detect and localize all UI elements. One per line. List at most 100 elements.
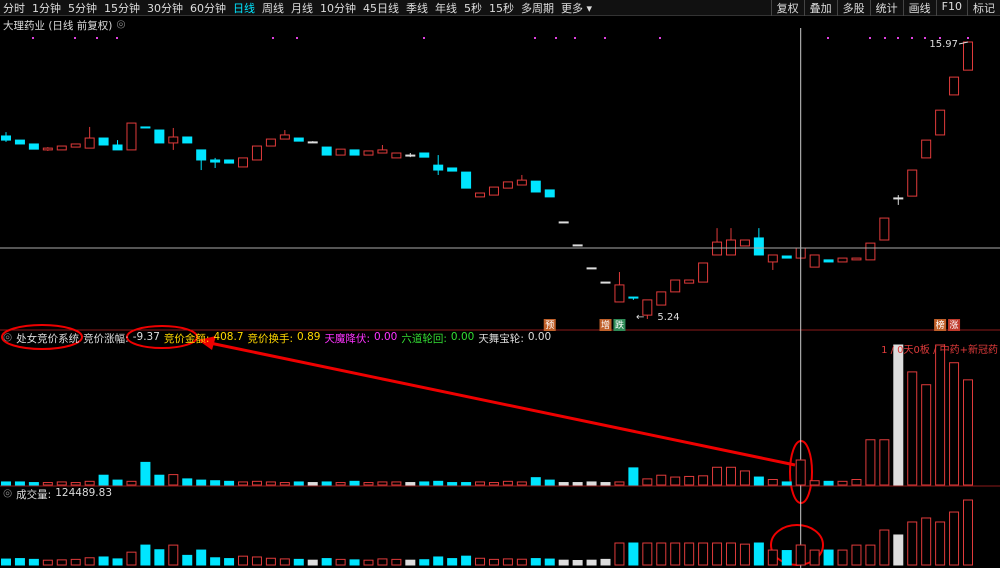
indicator-bar — [293, 481, 304, 486]
volume-bar — [461, 555, 472, 566]
indicator-bar — [28, 482, 39, 486]
period-tab[interactable]: 季线 — [406, 1, 428, 15]
tool-button[interactable]: 标记 — [967, 0, 1000, 16]
period-tab[interactable]: 更多 ▾ — [561, 1, 593, 15]
signal-box — [948, 319, 961, 331]
candle-body — [363, 150, 374, 156]
period-tab[interactable]: 15分钟 — [104, 1, 140, 15]
signal-box — [613, 319, 626, 331]
volume-bar — [865, 544, 876, 566]
readout-value: 408.7 — [213, 331, 244, 343]
period-tab[interactable]: 月线 — [291, 1, 313, 15]
volume-bar — [419, 559, 430, 566]
indicator-bar — [684, 475, 695, 486]
candle-body — [712, 241, 723, 256]
tool-button[interactable]: 复权 — [770, 0, 804, 16]
candle-body — [377, 149, 388, 154]
tool-button[interactable]: 多股 — [836, 0, 870, 16]
period-tab[interactable]: 周线 — [262, 1, 284, 15]
candle-body — [447, 167, 458, 172]
indicator-bar — [963, 379, 973, 486]
candle-body — [963, 41, 973, 71]
tool-buttons: 复权 叠加 多股 统计 画线 F10 标记 — [770, 0, 1000, 16]
indicator-bar — [224, 480, 235, 486]
signal-dot — [74, 37, 76, 39]
volume-bar — [224, 558, 235, 566]
signal-dot — [32, 37, 34, 39]
candle-body — [851, 257, 862, 261]
volume-bar — [656, 542, 667, 566]
candle-body — [196, 149, 207, 161]
period-tab[interactable]: 30分钟 — [147, 1, 183, 15]
indicator-bar — [516, 481, 527, 486]
candle-body — [544, 189, 555, 198]
volume-title: 成交量 — [16, 487, 51, 502]
candle-body — [238, 157, 249, 168]
period-tab[interactable]: 年线 — [435, 1, 457, 15]
volume-bar — [739, 543, 750, 566]
indicator-bar — [98, 474, 109, 486]
indicator-bar — [558, 482, 569, 486]
highlight-ellipse — [1, 324, 83, 350]
volume-bar — [98, 556, 109, 566]
volume-bar — [921, 517, 932, 566]
volume-bar — [475, 557, 486, 566]
indicator-bar — [377, 481, 388, 486]
toolbar: 分时 1分钟 5分钟 15分钟 30分钟 60分钟 日线 周线 月线 10分钟 45日线 季线 年线 5秒… — [0, 0, 1000, 16]
period-tab[interactable]: 分时 — [3, 1, 25, 15]
candle-body — [767, 254, 778, 263]
signal-label: 预 — [545, 320, 554, 331]
tool-button[interactable]: 画线 — [902, 0, 936, 16]
period-tab[interactable]: 10分钟 — [320, 1, 356, 15]
candle-body — [293, 137, 304, 142]
price-header: 大理药业 (日线 前复权) ◎ — [3, 18, 126, 33]
candle-body — [419, 152, 430, 158]
volume-bar — [684, 542, 695, 566]
indicator-bar — [461, 482, 472, 486]
period-tab[interactable]: 日线 — [233, 1, 255, 15]
volume-bar — [321, 558, 332, 566]
volume-bar — [405, 559, 416, 566]
tool-button[interactable]: 叠加 — [803, 0, 837, 16]
volume-bar — [586, 559, 597, 566]
volume-bar — [307, 559, 318, 566]
volume-bar — [795, 544, 806, 566]
signal-box — [543, 319, 556, 331]
tool-button[interactable]: F10 — [935, 0, 967, 16]
indicator-bar — [182, 478, 193, 486]
signal-dot — [272, 37, 274, 39]
indicator-title: 处女竞价系统 — [16, 333, 80, 345]
candle-body — [475, 192, 486, 198]
indicator-bar — [112, 479, 123, 486]
indicator-bar — [712, 466, 723, 486]
period-tab[interactable]: 15秒 — [489, 1, 514, 15]
volume-bar — [767, 549, 778, 566]
period-tab[interactable]: 1分钟 — [32, 1, 61, 15]
indicator-bar — [586, 481, 597, 486]
indicator-bar — [168, 474, 179, 486]
indicator-bar — [949, 362, 960, 486]
readout-name: 六道轮回 — [401, 331, 447, 346]
arrow-icon: ← — [636, 312, 644, 323]
period-tab[interactable]: 45日线 — [363, 1, 399, 15]
signal-dot — [897, 37, 899, 39]
tool-button[interactable]: 统计 — [869, 0, 903, 16]
period-tab[interactable]: 60分钟 — [190, 1, 226, 15]
high-label: 15.97 — [929, 39, 958, 50]
volume-bar — [363, 559, 374, 566]
indicator-bar — [265, 481, 276, 486]
candle-body — [405, 154, 416, 157]
volume-bar — [879, 529, 890, 566]
volume-bar — [210, 557, 221, 566]
period-tab[interactable]: 5分钟 — [68, 1, 97, 15]
period-tab[interactable]: 多周期 — [521, 1, 554, 15]
period-tab[interactable]: 5秒 — [464, 1, 482, 15]
indicator-bar — [84, 480, 95, 486]
candle-body — [265, 138, 276, 147]
indicator-bar — [405, 482, 416, 486]
readout-value: 0.00 — [527, 331, 552, 343]
volume-bar — [851, 544, 862, 566]
volume-bar — [823, 549, 834, 566]
signal-label: 涨 — [950, 320, 959, 331]
